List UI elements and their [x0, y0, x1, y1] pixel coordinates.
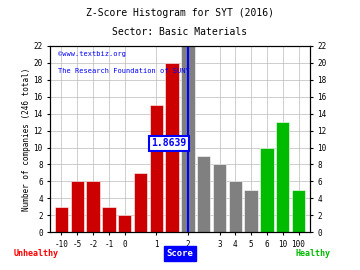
Bar	[86, 181, 100, 232]
Text: Sector: Basic Materials: Sector: Basic Materials	[112, 27, 248, 37]
Bar	[276, 122, 289, 232]
Bar	[213, 164, 226, 232]
Text: Unhealthy: Unhealthy	[14, 249, 58, 258]
Y-axis label: Number of companies (246 total): Number of companies (246 total)	[22, 67, 31, 211]
Text: The Research Foundation of SUNY: The Research Foundation of SUNY	[58, 68, 190, 74]
Text: ©www.textbiz.org: ©www.textbiz.org	[58, 52, 126, 58]
Bar	[260, 147, 274, 232]
Bar	[118, 215, 131, 232]
Bar	[244, 190, 258, 232]
Text: Score: Score	[167, 249, 193, 258]
Text: Healthy: Healthy	[296, 249, 331, 258]
Bar	[181, 46, 195, 232]
Bar	[149, 105, 163, 232]
Bar	[102, 207, 116, 232]
Bar	[197, 156, 211, 232]
Text: 1.8639: 1.8639	[151, 138, 186, 148]
Bar	[165, 63, 179, 232]
Bar	[292, 190, 305, 232]
Bar	[229, 181, 242, 232]
Text: Z-Score Histogram for SYT (2016): Z-Score Histogram for SYT (2016)	[86, 8, 274, 18]
Bar	[71, 181, 84, 232]
Bar	[134, 173, 147, 232]
Bar	[55, 207, 68, 232]
